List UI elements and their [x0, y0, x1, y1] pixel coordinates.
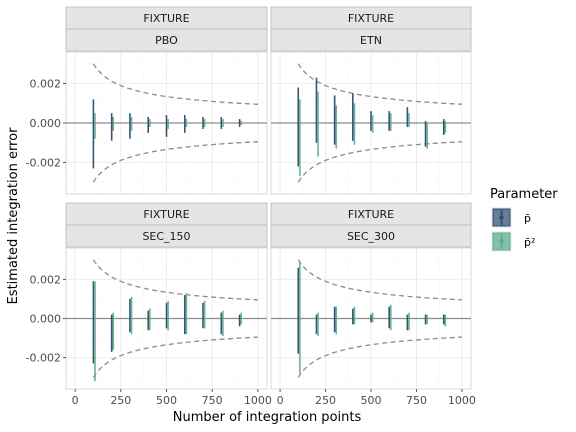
strip-fixture-label: FIXTURE: [143, 12, 189, 25]
x-tick-labels: 0 250 500 750 1000 0 250 500 750 1000: [72, 389, 476, 407]
x-tick-label: 250: [110, 394, 131, 407]
y-axis-title: Estimated integration error: [6, 127, 21, 304]
strip-panel: [65, 28, 268, 52]
panels-layer: FIXTUREPBOFIXTUREETNFIXTURESEC_150FIXTUR…: [65, 6, 472, 390]
upper-bound-curve: [297, 63, 462, 105]
lower-bound-curve: [297, 336, 462, 378]
x-axis-title: Number of integration points: [173, 410, 362, 425]
legend-items: p̄ p̄²: [491, 207, 535, 252]
panel-sec_150: FIXTURE SEC_150: [65, 202, 268, 390]
upper-bound-curve: [92, 259, 258, 301]
panel-contents: [271, 52, 471, 194]
strip-panel: [65, 224, 268, 248]
y-tick-label: 0.000: [30, 313, 62, 326]
upper-bound-curve: [297, 259, 462, 301]
legend-key-point: [499, 239, 504, 244]
panel-contents: [66, 52, 267, 194]
strip-panel-label: ETN: [360, 34, 382, 47]
series-p-bar: [297, 267, 445, 354]
legend: Parameter p̄ p̄²: [490, 187, 558, 252]
legend-label: p̄²: [524, 236, 535, 249]
x-tick-label: 750: [406, 394, 427, 407]
panel-etn: FIXTURE ETN: [270, 6, 472, 195]
x-tick-label: 500: [156, 394, 177, 407]
panel-sec_300: FIXTURE SEC_300: [270, 202, 472, 390]
legend-label: p̄: [524, 212, 531, 225]
y-tick-label: -0.002: [26, 352, 61, 365]
x-tick-label: 0: [72, 394, 79, 407]
x-tick-label: 0: [277, 394, 284, 407]
legend-item: p̄: [491, 207, 531, 228]
x-tick-label: 750: [202, 394, 223, 407]
strip-fixture-label: FIXTURE: [348, 208, 394, 221]
strip-panel-label: SEC_300: [347, 230, 395, 243]
series-p-bar-squared: [94, 281, 242, 382]
y-tick-label: 0.002: [30, 78, 62, 91]
series-p-bar-squared: [299, 91, 447, 177]
lower-bound-curve: [92, 141, 258, 183]
strip-fixture-label: FIXTURE: [143, 208, 189, 221]
strip-panel-label: SEC_150: [142, 230, 190, 243]
panel-pbo: FIXTURE PBO: [65, 6, 268, 195]
y-tick-label: 0.002: [30, 273, 62, 286]
strip-fixture-label: FIXTURE: [348, 12, 394, 25]
lower-bound-curve: [92, 336, 258, 378]
legend-key-point: [499, 215, 504, 220]
upper-bound-curve: [92, 63, 258, 105]
strip-panel: [270, 28, 472, 52]
y-tick-labels: -0.002 0.000 0.002 -0.002 0.000 0.002: [26, 78, 66, 365]
series-p-bar: [92, 99, 241, 169]
series-p-bar-squared: [299, 261, 447, 374]
x-tick-label: 1000: [244, 394, 272, 407]
x-tick-label: 1000: [448, 394, 476, 407]
series-p-bar: [92, 281, 241, 364]
y-tick-label: -0.002: [26, 156, 61, 169]
x-tick-label: 500: [361, 394, 382, 407]
legend-title: Parameter: [490, 187, 558, 202]
panel-contents: [271, 248, 471, 389]
series-p-bar: [297, 77, 445, 167]
strip-panel: [270, 224, 472, 248]
panel-contents: [66, 248, 267, 389]
series-p-bar-squared: [94, 113, 242, 139]
x-tick-label: 250: [315, 394, 336, 407]
strip-panel-label: PBO: [155, 34, 178, 47]
legend-item: p̄²: [491, 231, 535, 252]
lower-bound-curve: [297, 141, 462, 183]
y-tick-label: 0.000: [30, 117, 62, 130]
